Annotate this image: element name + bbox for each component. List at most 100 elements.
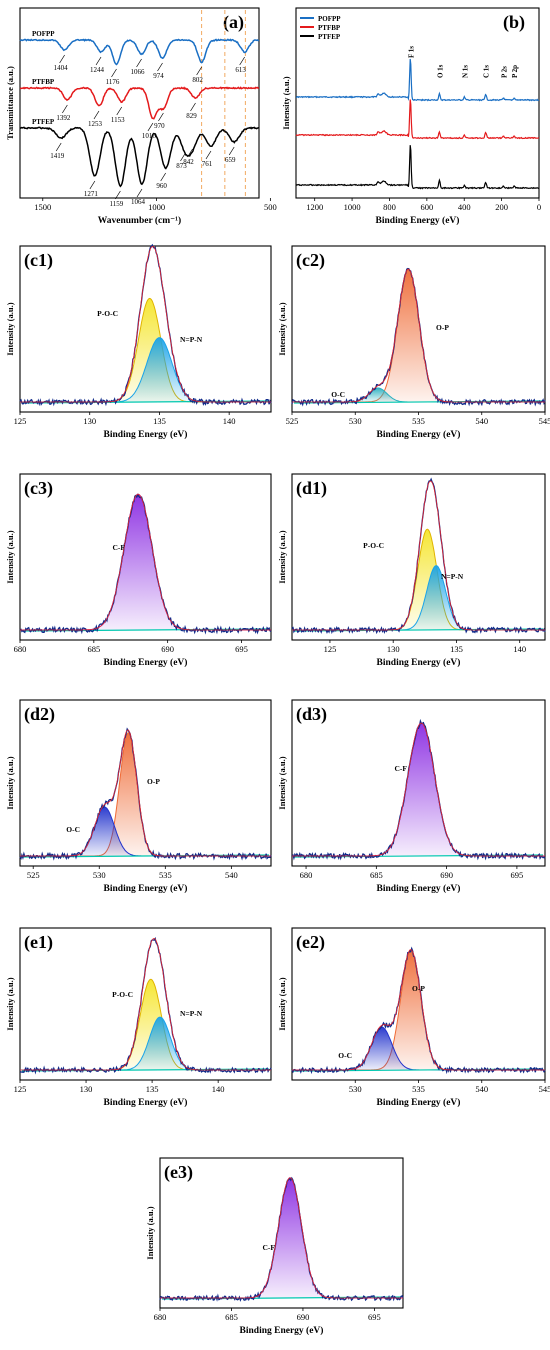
peak-label: 873 (176, 162, 187, 170)
peak-arrow (147, 122, 154, 132)
envelope-fit-line (20, 937, 271, 1071)
peak-arrow (62, 104, 68, 114)
peak-arrow (136, 58, 142, 68)
xps-panel-e2: 530 535 540 545 Binding Energy (eV) Intensity… (277, 927, 550, 1108)
x-tick-label: 1000 (148, 202, 165, 212)
peak-arrow (89, 180, 96, 190)
y-axis-label: Intensity (a.u.) (277, 530, 287, 583)
peak-label: 613 (235, 66, 246, 74)
xps-panel-d3: 680 685 690 695 Binding Energy (eV) Intensity… (277, 699, 546, 894)
x-tick-label: 500 (264, 202, 277, 212)
x-tick-label: 525 (286, 416, 299, 426)
component-label: O-C (66, 825, 80, 834)
x-axis-label: Binding Energy (eV) (104, 883, 188, 894)
y-axis-label: Intensity (a.u.) (281, 76, 291, 129)
component-fill (292, 723, 545, 856)
envelope-fit-line (292, 722, 545, 857)
survey-line-ptfbp (295, 99, 540, 140)
survey-panel-b: 1200 1000 800 600 400 200 0 Binding Energy (eV)… (281, 7, 541, 226)
raw-data-line (19, 727, 272, 861)
peak-label: 1404 (54, 64, 69, 72)
x-tick-label: 690 (161, 644, 174, 654)
plot-frame (19, 473, 272, 641)
x-axis-label: Wavenumber (cm⁻¹) (98, 215, 181, 226)
peak-label: 1253 (88, 120, 103, 128)
y-axis-label: Intensity (a.u.) (277, 756, 287, 809)
x-axis-label: Binding Energy (eV) (104, 657, 188, 668)
panel-label: (d3) (296, 704, 327, 725)
x-tick-label: 680 (154, 1312, 167, 1322)
component-label: C-F (113, 543, 126, 552)
y-axis-label: Intensity (a.u.) (5, 756, 15, 809)
ftir-panel-a: 1500 1000 500 Wavenumber (cm⁻¹) Transmittanc… (5, 7, 277, 226)
y-axis-label: Intensity (a.u.) (145, 1206, 155, 1259)
component-fill (292, 269, 545, 402)
x-tick-label: 140 (513, 644, 526, 654)
survey-line-pofpp (296, 58, 540, 102)
component-fill (20, 298, 271, 402)
peak-label: 1153 (111, 116, 125, 124)
peak-label: O 1s (436, 64, 444, 78)
component-label: C-F (395, 764, 408, 773)
peak-label: 1244 (90, 66, 105, 74)
peak-arrow (93, 110, 100, 120)
peak-label: 1176 (106, 78, 120, 86)
x-tick-label: 125 (14, 1084, 27, 1094)
panel-label: (e3) (164, 1162, 193, 1183)
peak-label: 974 (153, 72, 164, 80)
x-tick-label: 800 (383, 202, 396, 212)
x-axis-label: Binding Energy (eV) (240, 1325, 324, 1336)
series-label: POFPP (32, 30, 55, 38)
x-tick-label: 545 (539, 416, 550, 426)
peak-label: N 1s (461, 65, 469, 78)
x-tick-label: 695 (368, 1312, 381, 1322)
x-tick-label: 140 (223, 416, 236, 426)
x-tick-label: 680 (300, 870, 313, 880)
peak-arrow (95, 56, 102, 66)
peak-arrow (111, 68, 117, 78)
peak-label: C 1s (483, 65, 491, 78)
plot-frame (19, 245, 272, 413)
peak-arrow (55, 142, 62, 152)
peak-label: 802 (192, 76, 203, 84)
xps-panel-c2: 525 530 535 540 545 Binding Energy (eV) Intens… (277, 245, 550, 440)
x-axis-label: Binding Energy (eV) (377, 429, 461, 440)
component-label: O-C (331, 390, 345, 399)
component-fill (20, 1017, 271, 1070)
component-label: O-P (412, 984, 425, 993)
plot-frame (291, 699, 546, 867)
x-tick-label: 135 (450, 644, 463, 654)
envelope-fit-line (20, 493, 271, 631)
xps-panel-d1: 125 130 135 140 Binding Energy (eV) Intensity… (277, 473, 546, 668)
x-axis-label: Binding Energy (eV) (104, 1097, 188, 1108)
component-label: O-C (338, 1051, 352, 1060)
plot-frame (291, 473, 546, 641)
x-axis-label: Binding Energy (eV) (104, 429, 188, 440)
ftir-line-ptfep (19, 126, 260, 188)
envelope-fit-line (292, 268, 545, 403)
series-label: PTFBP (32, 78, 55, 86)
component-label: N=P-N (180, 335, 203, 344)
peak-arrow (239, 56, 245, 66)
xps-panel-e1: 125 130 135 140 Binding Energy (eV) Intensity… (5, 927, 272, 1108)
x-tick-label: 400 (458, 202, 471, 212)
peak-label: 1392 (56, 114, 71, 122)
peak-label: 970 (154, 122, 165, 130)
peak-arrow (205, 150, 212, 160)
plot-frame (295, 7, 540, 199)
plot-frame (19, 927, 272, 1081)
x-tick-label: 690 (440, 870, 453, 880)
envelope-fit-line (20, 729, 271, 857)
ftir-line-ptfbp (19, 86, 260, 120)
x-tick-label: 125 (324, 644, 337, 654)
peak-label: 659 (225, 156, 236, 164)
x-tick-label: 130 (387, 644, 400, 654)
panel-label: (d1) (296, 478, 327, 499)
peak-arrow (116, 106, 123, 116)
x-tick-label: 690 (297, 1312, 310, 1322)
x-tick-label: 1500 (34, 202, 51, 212)
peak-arrow (136, 188, 143, 198)
legend-label: POFPP (318, 15, 341, 23)
peak-arrow (59, 54, 65, 64)
